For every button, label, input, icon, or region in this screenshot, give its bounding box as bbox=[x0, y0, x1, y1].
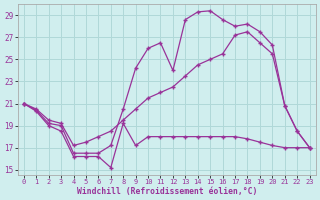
X-axis label: Windchill (Refroidissement éolien,°C): Windchill (Refroidissement éolien,°C) bbox=[76, 187, 257, 196]
